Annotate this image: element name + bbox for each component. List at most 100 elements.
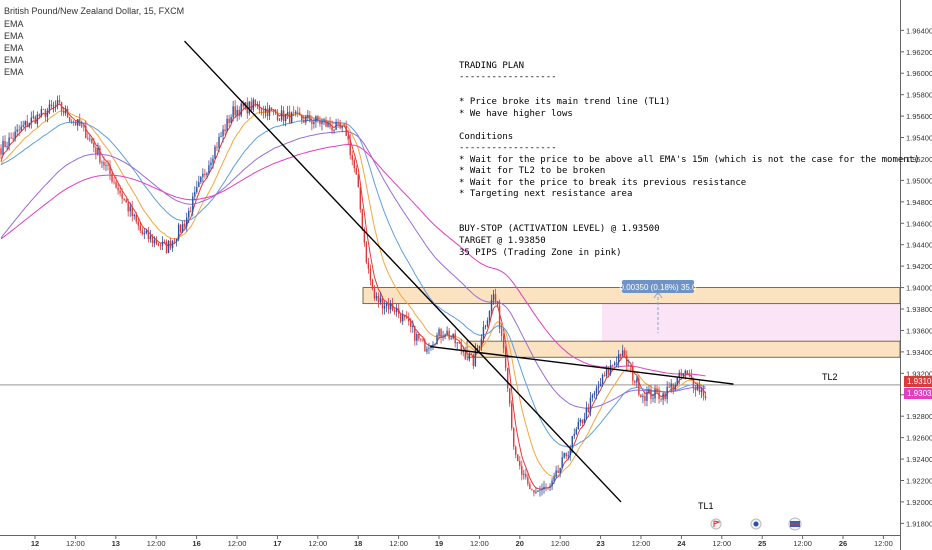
candle-body <box>545 486 547 488</box>
price-axis[interactable]: 1.96400 1.96200 1.96000 1.95800 1.95600 1.954… <box>900 0 932 550</box>
candle-body <box>97 148 99 154</box>
candle-body <box>517 454 519 462</box>
event-flag-icon-3[interactable] <box>788 517 802 531</box>
candle-body <box>613 362 616 366</box>
candle-body <box>458 342 460 344</box>
x-tick-label: 12:00 <box>712 539 731 548</box>
candle-body <box>492 294 495 300</box>
candle-body <box>161 241 164 246</box>
ema-line-5[interactable] <box>0 143 706 377</box>
candle-body <box>694 387 697 391</box>
candle-body <box>321 121 323 125</box>
candle-body <box>573 433 575 437</box>
candle-body <box>690 375 693 380</box>
candle-body <box>325 120 327 127</box>
candle-body <box>123 198 125 200</box>
candle-body <box>222 129 224 137</box>
x-tick-label: 25 <box>758 539 766 548</box>
plan-line-9: * Wait for the price to be above all EMA… <box>459 155 920 165</box>
candle-body <box>210 162 212 166</box>
candle-body <box>107 165 109 166</box>
x-tick-label: 12:00 <box>874 539 893 548</box>
candle-body <box>662 393 664 400</box>
candle-body <box>385 303 388 307</box>
candle-body <box>416 334 418 341</box>
candle-body <box>175 239 178 242</box>
candle-body <box>607 368 610 374</box>
indicator-ema-1[interactable]: EMA <box>4 19 24 29</box>
candle-body <box>309 114 311 122</box>
event-flag-icon-2[interactable] <box>750 518 762 530</box>
candle-body <box>494 294 497 302</box>
candle-body <box>204 173 206 175</box>
y-tick-label: 1.94800 <box>906 198 932 207</box>
ema-price-badge: 1.93032 <box>904 388 932 399</box>
indicator-ema-2[interactable]: EMA <box>4 31 24 41</box>
tl1-label: TL1 <box>698 501 714 511</box>
y-tick-label: 1.95800 <box>906 91 932 100</box>
candle-body <box>611 365 614 366</box>
candle-body <box>262 111 265 113</box>
candle-body <box>264 108 267 113</box>
plan-line-12: * Targeting next resistance area <box>459 189 632 199</box>
candle-body <box>506 367 509 389</box>
y-tick-label: 1.93600 <box>906 326 932 335</box>
candle-body <box>109 165 111 174</box>
trendline-tl2[interactable] <box>430 345 734 385</box>
candle-body <box>648 389 650 393</box>
indicator-ema-4[interactable]: EMA <box>4 55 24 65</box>
candle-body <box>4 140 6 148</box>
economic-event-icons[interactable] <box>710 517 802 531</box>
candle-body <box>702 389 705 396</box>
candle-body <box>8 137 10 147</box>
candle-body <box>696 385 699 391</box>
candle-body <box>519 461 521 466</box>
time-axis[interactable]: 12 12:00 13 12:00 16 12:00 17 12:00 18 12:00 19 12:… <box>0 535 900 548</box>
candle-body <box>307 114 309 117</box>
candle-body <box>260 110 263 112</box>
candle-body <box>173 240 176 242</box>
indicator-ema-3[interactable]: EMA <box>4 43 24 53</box>
candle-body <box>379 298 382 303</box>
candle-body <box>74 121 77 126</box>
candle-body <box>56 100 59 106</box>
candle-body <box>444 334 446 337</box>
trendline-tl1[interactable] <box>183 40 622 503</box>
candle-body <box>527 477 529 484</box>
candle-body <box>504 348 507 368</box>
candle-body <box>236 109 238 116</box>
event-flag-icon-1[interactable] <box>710 518 722 530</box>
candle-body <box>397 308 400 315</box>
indicator-ema-5[interactable]: EMA <box>4 67 24 77</box>
candle-body <box>250 101 253 111</box>
candle-body <box>34 116 37 124</box>
trading-plan-note: TRADING PLAN ------------------ * Price … <box>459 61 920 258</box>
y-tick-label: 1.93400 <box>906 348 932 357</box>
candle-body <box>95 147 97 154</box>
candle-body <box>177 224 180 240</box>
candle-body <box>387 303 390 310</box>
candle-body <box>54 105 57 107</box>
candle-body <box>563 452 565 458</box>
candle-body <box>636 378 638 383</box>
candle-body <box>26 121 28 127</box>
candle-body <box>103 161 105 166</box>
candle-body <box>539 490 541 491</box>
candle-body <box>52 105 55 107</box>
candle-body <box>317 116 319 121</box>
candle-body <box>569 447 571 456</box>
candle-body <box>595 388 598 394</box>
candle-body <box>432 344 434 347</box>
candle-body <box>500 328 503 336</box>
candle-body <box>202 173 204 177</box>
y-tick-label: 1.95200 <box>906 155 932 164</box>
ema-line-2[interactable] <box>0 110 706 477</box>
candle-body <box>365 242 368 263</box>
candle-body <box>456 342 458 344</box>
candle-body <box>60 102 63 112</box>
measure-tool[interactable]: 0.00350 (0.18%) 35.0 <box>620 280 697 333</box>
ema-line-3[interactable] <box>0 120 706 448</box>
plan-line-7: Conditions <box>459 132 513 142</box>
candle-body <box>113 181 115 183</box>
